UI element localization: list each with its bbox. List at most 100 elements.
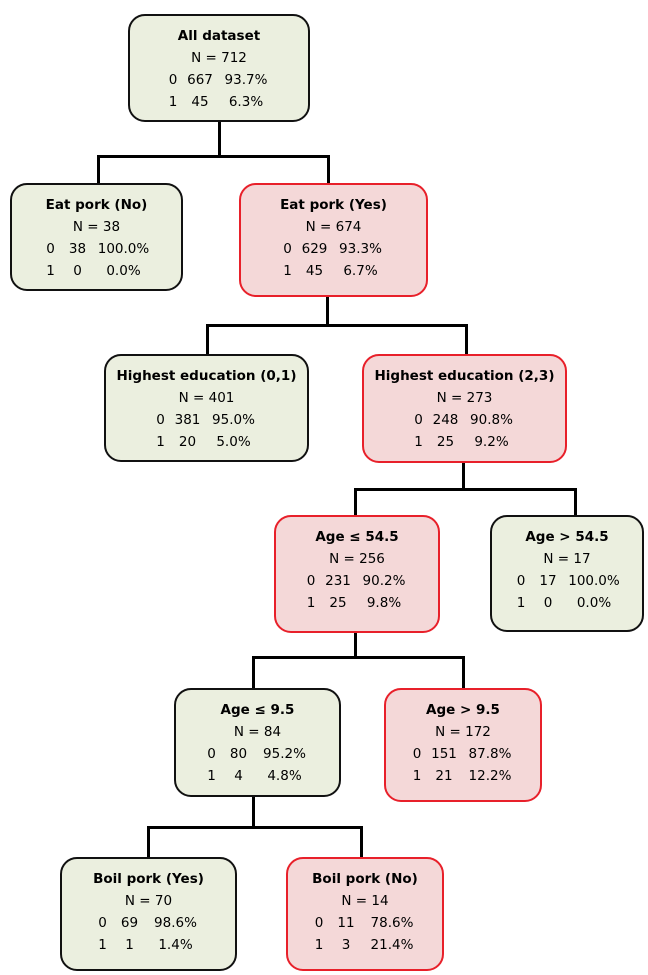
node-age-gt-9-5: Age > 9.5 N = 172 0 151 87.8% 1 21 12.2%: [384, 688, 542, 802]
connector: [574, 488, 577, 515]
node-education-0-1: Highest education (0,1) N = 401 0 381 95.0% 1…: [104, 354, 309, 462]
class-count: 0: [73, 263, 82, 279]
class-label: 0: [516, 573, 526, 589]
class-percent: 9.2%: [474, 434, 509, 450]
class-label: 1: [98, 937, 107, 953]
node-count: N = 172: [435, 724, 491, 740]
class-row-0: 0 11 78.6%: [288, 912, 442, 934]
class-label: 1: [414, 434, 423, 450]
class-count: 4: [234, 768, 243, 784]
class-percent: 100.0%: [97, 241, 150, 257]
class-count: 25: [329, 595, 347, 611]
class-label: 0: [306, 573, 316, 589]
class-label: 0: [314, 915, 324, 931]
class-label: 1: [168, 94, 178, 110]
class-percent: 5.0%: [216, 434, 251, 450]
class-row-0: 0 248 90.8%: [364, 409, 565, 431]
class-percent: 0.0%: [106, 263, 141, 279]
class-count: 38: [68, 241, 87, 257]
node-title: Boil pork (No): [312, 871, 418, 887]
connector: [326, 297, 329, 327]
node-title: Highest education (0,1): [116, 368, 297, 384]
node-count: N = 712: [191, 50, 247, 66]
class-row-1: 1 20 5.0%: [106, 431, 307, 453]
class-label: 1: [412, 768, 422, 784]
class-count: 80: [229, 746, 248, 762]
class-percent: 93.3%: [339, 241, 382, 257]
node-title: Age ≤ 9.5: [220, 702, 295, 718]
node-title: Boil pork (Yes): [93, 871, 204, 887]
class-count: 248: [432, 412, 459, 428]
connector: [462, 656, 465, 688]
class-percent: 12.2%: [468, 768, 512, 784]
connector: [206, 324, 468, 327]
class-percent: 98.6%: [154, 915, 197, 931]
class-percent: 90.2%: [362, 573, 406, 589]
class-count: 69: [120, 915, 139, 931]
node-eat-pork-no: Eat pork (No) N = 38 0 38 100.0% 1 0 0.0%: [10, 183, 183, 291]
connector: [206, 324, 209, 354]
connector: [252, 656, 465, 659]
class-row-1: 1 25 9.8%: [276, 592, 438, 614]
class-count: 17: [539, 573, 557, 589]
class-percent: 95.0%: [212, 412, 255, 428]
node-age-le-54-5: Age ≤ 54.5 N = 256 0 231 90.2% 1 25 9.8%: [274, 515, 440, 633]
class-row-1: 1 3 21.4%: [288, 934, 442, 956]
connector: [97, 155, 330, 158]
connector: [465, 324, 468, 354]
class-row-0: 0 629 93.3%: [241, 238, 426, 260]
class-percent: 87.8%: [468, 746, 512, 762]
class-row-0: 0 38 100.0%: [12, 238, 181, 260]
class-label: 0: [283, 241, 292, 257]
class-count: 25: [436, 434, 455, 450]
connector: [252, 656, 255, 688]
class-percent: 100.0%: [568, 573, 620, 589]
node-title: Age > 54.5: [525, 529, 609, 545]
node-count: N = 17: [543, 551, 591, 567]
class-count: 0: [543, 595, 553, 611]
class-label: 0: [168, 72, 178, 88]
class-percent: 93.7%: [224, 72, 268, 88]
class-label: 0: [98, 915, 107, 931]
node-title: Age ≤ 54.5: [315, 529, 399, 545]
class-percent: 95.2%: [263, 746, 306, 762]
class-count: 20: [178, 434, 197, 450]
class-percent: 9.8%: [366, 595, 402, 611]
class-label: 1: [306, 595, 316, 611]
connector: [462, 463, 465, 491]
node-boil-pork-yes: Boil pork (Yes) N = 70 0 69 98.6% 1 1 1.4%: [60, 857, 237, 971]
class-count: 21: [435, 768, 453, 784]
class-row-0: 0 17 100.0%: [492, 570, 642, 592]
class-label: 0: [414, 412, 423, 428]
class-percent: 78.6%: [370, 915, 414, 931]
class-row-0: 0 151 87.8%: [386, 743, 540, 765]
node-count: N = 38: [72, 219, 121, 235]
class-percent: 90.8%: [470, 412, 513, 428]
node-count: N = 84: [233, 724, 282, 740]
node-count: N = 70: [124, 893, 173, 909]
class-label: 0: [46, 241, 55, 257]
connector: [218, 122, 221, 158]
node-root: All dataset N = 712 0 667 93.7% 1 45 6.3%: [128, 14, 310, 122]
class-label: 1: [314, 937, 324, 953]
node-count: N = 401: [178, 390, 235, 406]
class-label: 0: [207, 746, 216, 762]
class-row-0: 0 69 98.6%: [62, 912, 235, 934]
class-row-0: 0 80 95.2%: [176, 743, 339, 765]
node-title: Highest education (2,3): [374, 368, 555, 384]
connector: [360, 826, 363, 857]
node-title: Age > 9.5: [426, 702, 500, 718]
class-count: 3: [341, 937, 351, 953]
connector: [354, 488, 577, 491]
class-row-1: 1 4 4.8%: [176, 765, 339, 787]
class-count: 11: [337, 915, 355, 931]
node-count: N = 674: [305, 219, 362, 235]
class-row-1: 1 0 0.0%: [492, 592, 642, 614]
node-boil-pork-no: Boil pork (No) N = 14 0 11 78.6% 1 3 21.4%: [286, 857, 444, 971]
connector: [97, 155, 100, 183]
node-count: N = 14: [341, 893, 389, 909]
class-row-1: 1 25 9.2%: [364, 431, 565, 453]
class-row-1: 1 1 1.4%: [62, 934, 235, 956]
node-count: N = 256: [329, 551, 385, 567]
class-percent: 6.3%: [228, 94, 264, 110]
